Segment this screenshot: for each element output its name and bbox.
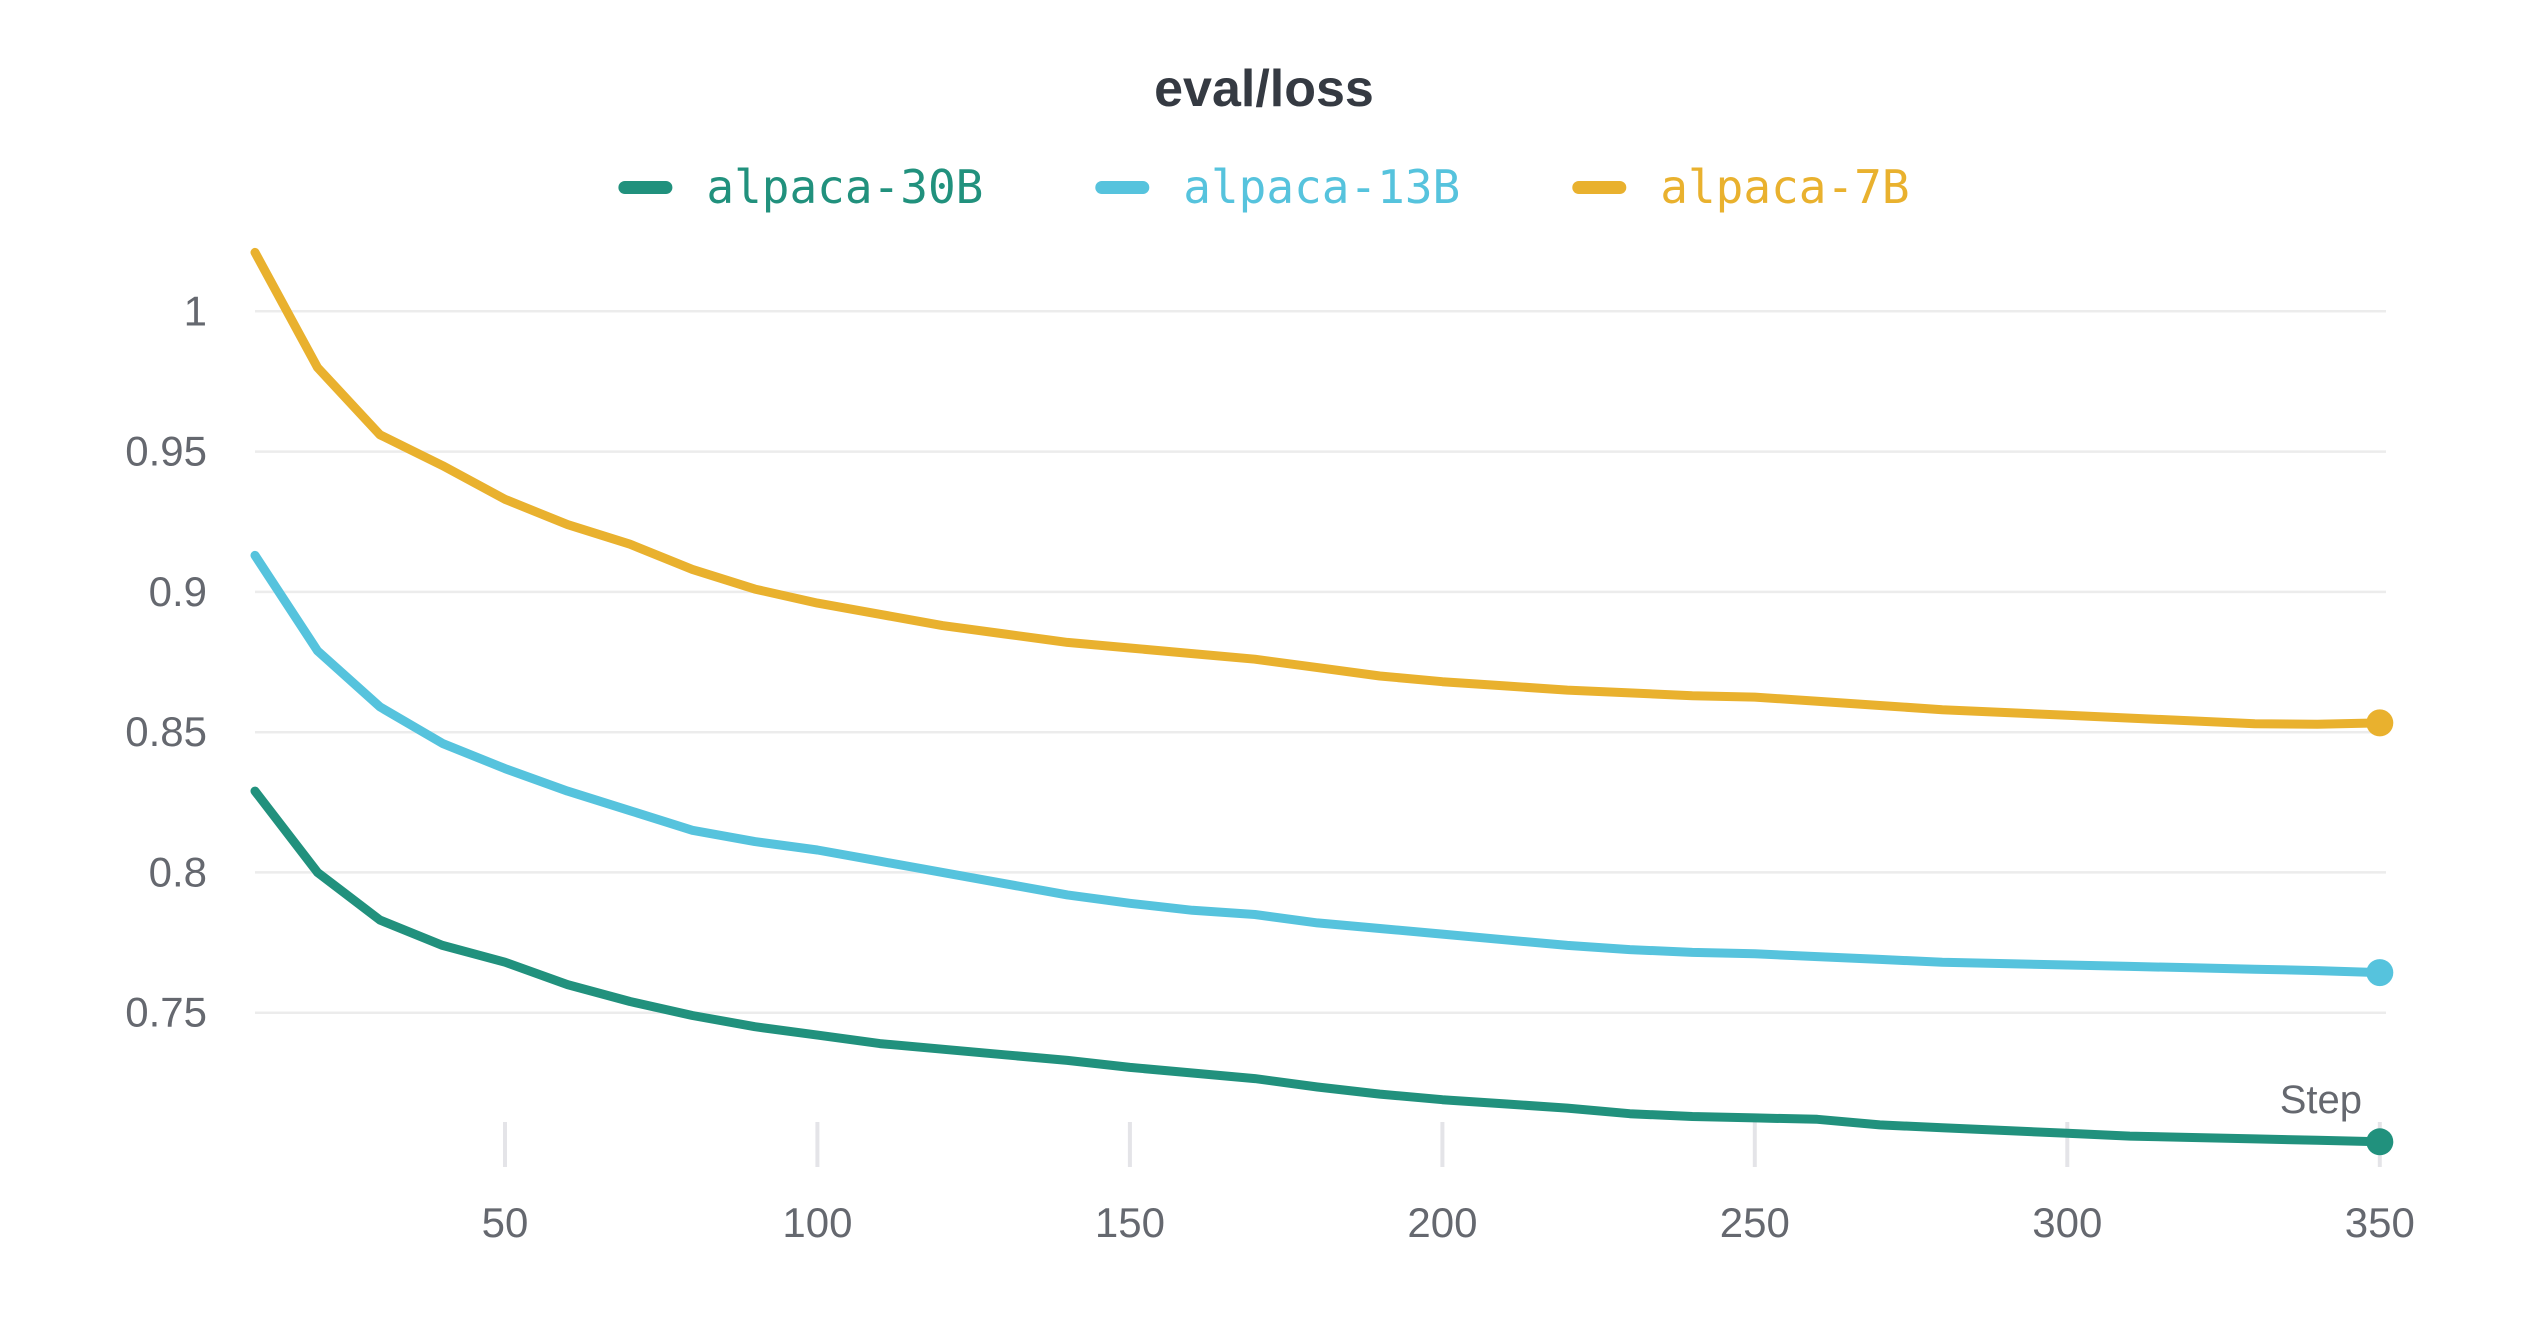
y-tick-label: 0.75 [125, 989, 207, 1036]
legend-label-alpaca-30B: alpaca-30B [706, 160, 983, 214]
x-tick-label: 50 [482, 1199, 529, 1246]
series-endpoint-alpaca-7B[interactable] [2366, 709, 2394, 737]
x-axis-label: Step [2280, 1078, 2362, 1122]
x-tick-label: 200 [1407, 1199, 1477, 1246]
series-lines[interactable] [250, 247, 2394, 1156]
series-endpoint-alpaca-13B[interactable] [2366, 959, 2394, 987]
series-endpoint-alpaca-30B[interactable] [2366, 1128, 2394, 1156]
y-tick-label: 0.85 [125, 708, 207, 755]
series-line-alpaca-30B[interactable] [250, 786, 2385, 1147]
y-tick-label: 1 [184, 287, 207, 334]
chart-title: eval/loss [1154, 60, 1374, 118]
x-tick-label: 250 [1720, 1199, 1790, 1246]
legend: alpaca-30B alpaca-13B alpaca-7B [618, 160, 1910, 214]
legend-swatch-icon-alpaca-13B [1095, 181, 1150, 194]
y-tick-label: 0.8 [149, 848, 207, 895]
legend-swatch-icon-alpaca-7B [1572, 181, 1627, 194]
y-tick-label: 0.9 [149, 568, 207, 615]
x-tick-label: 150 [1095, 1199, 1165, 1246]
legend-label-alpaca-7B: alpaca-7B [1660, 160, 1909, 214]
legend-label-alpaca-13B: alpaca-13B [1183, 160, 1460, 214]
series-line-alpaca-7B[interactable] [250, 247, 2385, 729]
x-tick-marks [503, 1122, 2382, 1167]
y-tick-labels: 1 0.95 0.9 0.85 0.8 0.75 [125, 287, 207, 1035]
legend-swatch-icon-alpaca-30B [618, 181, 673, 194]
x-tick-labels: 50 100 150 200 250 300 350 [482, 1199, 2415, 1246]
x-tick-label: 350 [2345, 1199, 2415, 1246]
series-line-alpaca-13B[interactable] [250, 550, 2385, 978]
gridlines [255, 310, 2386, 1014]
y-tick-label: 0.95 [125, 428, 207, 475]
x-tick-label: 100 [782, 1199, 852, 1246]
x-tick-label: 300 [2032, 1199, 2102, 1246]
